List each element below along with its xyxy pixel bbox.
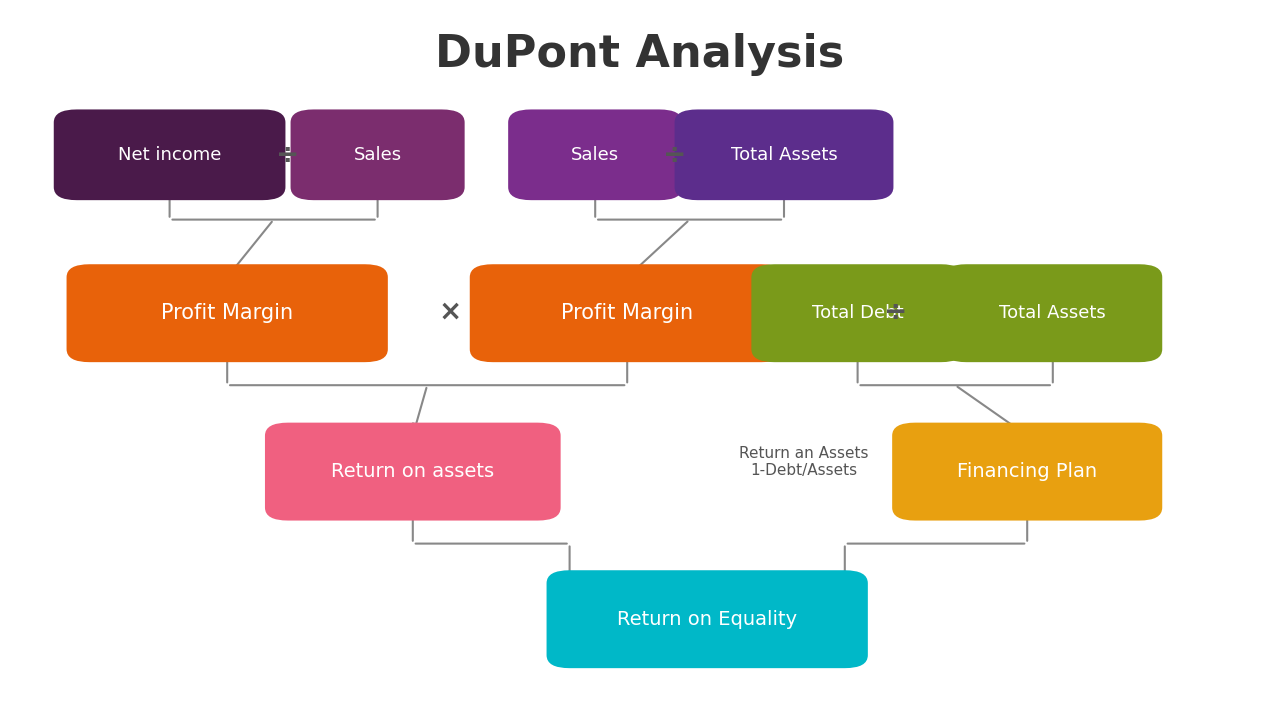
Text: ÷: ÷ <box>884 298 908 325</box>
Text: ÷: ÷ <box>276 141 300 168</box>
FancyBboxPatch shape <box>291 109 465 200</box>
Text: Sales: Sales <box>571 145 620 164</box>
Text: Financing Plan: Financing Plan <box>957 462 1097 481</box>
FancyBboxPatch shape <box>943 264 1162 362</box>
FancyBboxPatch shape <box>547 570 868 668</box>
FancyBboxPatch shape <box>508 109 682 200</box>
Text: Return on assets: Return on assets <box>332 462 494 481</box>
Text: Sales: Sales <box>353 145 402 164</box>
Text: Total Assets: Total Assets <box>1000 304 1106 323</box>
Text: Return an Assets
1-Debt/Assets: Return an Assets 1-Debt/Assets <box>739 446 869 479</box>
Text: ×: × <box>439 298 462 325</box>
Text: ÷: ÷ <box>663 141 686 168</box>
FancyBboxPatch shape <box>470 264 785 362</box>
FancyBboxPatch shape <box>675 109 893 200</box>
Text: Total Assets: Total Assets <box>731 145 837 164</box>
FancyBboxPatch shape <box>751 264 964 362</box>
Text: Total Debt: Total Debt <box>812 304 904 323</box>
FancyBboxPatch shape <box>67 264 388 362</box>
FancyBboxPatch shape <box>265 423 561 521</box>
Text: DuPont Analysis: DuPont Analysis <box>435 32 845 76</box>
Text: Net income: Net income <box>118 145 221 164</box>
FancyBboxPatch shape <box>54 109 285 200</box>
Text: Return on Equality: Return on Equality <box>617 610 797 629</box>
Text: Profit Margin: Profit Margin <box>561 303 694 323</box>
FancyBboxPatch shape <box>892 423 1162 521</box>
Text: Profit Margin: Profit Margin <box>161 303 293 323</box>
